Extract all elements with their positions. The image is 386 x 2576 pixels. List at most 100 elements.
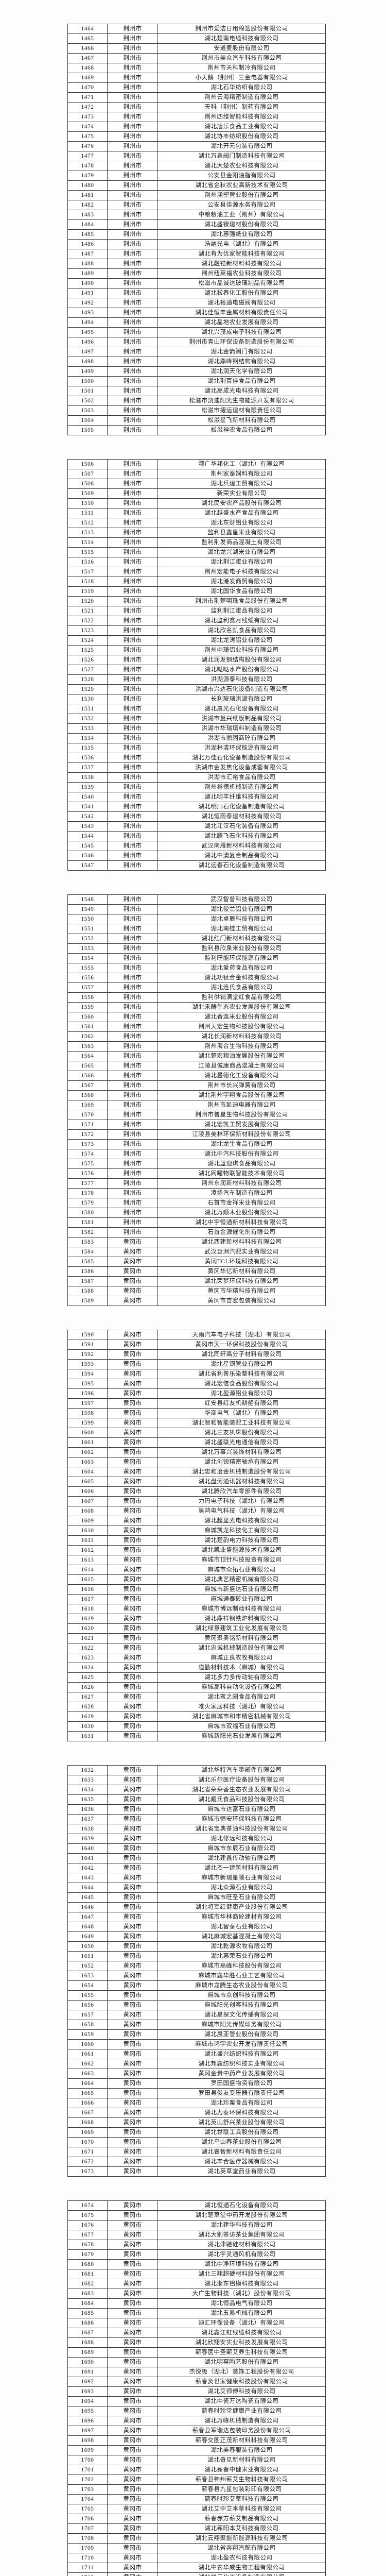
table-row: 1516 荆州市 湖北荆江蛋业有限公司 — [67, 557, 326, 567]
company-name-cell: 荆州市天科制冷有限公司 — [157, 63, 326, 73]
company-name-cell: 湖北远春石化设备制造有限公司 — [157, 860, 326, 871]
company-name-cell: 湖北省金秋农业高新技术有限公司 — [157, 180, 326, 191]
table-row: 1470 荆州市 湖北石华纺织有限公司 — [67, 82, 326, 93]
company-name-cell: 黄冈市华精科技有限公司 — [157, 1286, 326, 1296]
row-number-cell: 1674 — [67, 2200, 108, 2211]
city-cell: 荆州市 — [107, 488, 158, 499]
table-row: 1672 黄冈市 湖北丰合医疗器械有限公司 — [67, 2157, 326, 2167]
city-cell: 荆州市 — [107, 831, 158, 841]
company-name-cell: 湖北楚南电缆科技有限公司 — [157, 33, 326, 44]
city-cell: 荆州市 — [107, 347, 158, 357]
table-row: 1655 黄冈市 麻城市众创科技有限公司 — [67, 1990, 326, 2001]
row-number-cell: 1469 — [67, 73, 108, 83]
table-row: 1526 荆州市 湖北润发钢结构股份有限公司 — [67, 655, 326, 665]
table-row: 1555 荆州市 湖北爱荷食品有限公司 — [67, 963, 326, 973]
company-name-cell: 湖北祥云化工设备制造有限公司 — [157, 2572, 326, 2576]
city-cell: 黄冈市 — [107, 1457, 158, 1467]
table-row: 1669 黄冈市 湖北世联工具股份有限公司 — [67, 2127, 326, 2138]
row-number-cell: 1669 — [67, 2127, 108, 2138]
city-cell: 荆州市 — [107, 645, 158, 655]
city-cell: 黄冈市 — [107, 2078, 158, 2089]
company-name-cell: 湖北万事兴装饰材料有限公司 — [157, 1447, 326, 1458]
table-row: 1575 荆州市 湖北蓝迎琪食品有限公司 — [67, 1159, 326, 1169]
company-name-cell: 麻城凯龙科技化工有限公司 — [157, 1526, 326, 1536]
company-name-cell: 湖北五易机械有限公司 — [157, 2308, 326, 2318]
table-row: 1692 黄冈市 蕲春灸世家健康科技股份有限公司 — [67, 2377, 326, 2387]
table-row: 1695 黄冈市 蕲春时珍堂健康产业有限公司 — [67, 2406, 326, 2416]
company-name-cell: 安道麦股份有限公司 — [157, 43, 326, 54]
row-number-cell: 1504 — [67, 415, 108, 426]
table-row: 1602 黄冈市 湖北万事兴装饰材料有限公司 — [67, 1447, 326, 1458]
table-row: 1481 荆州市 荆州涵塑管业股份有限公司 — [67, 190, 326, 200]
city-cell: 黄冈市 — [107, 1330, 158, 1340]
city-cell: 黄冈市 — [107, 1702, 158, 1712]
row-number-cell: 1517 — [67, 567, 108, 577]
row-number-cell: 1654 — [67, 1980, 108, 1991]
table-row: 1620 黄冈市 湖北绿意建筑工业化发展有限公司 — [67, 1623, 326, 1634]
table-row: 1468 荆州市 荆州市天科制冷有限公司 — [67, 63, 326, 73]
row-number-cell: 1659 — [67, 2029, 108, 2040]
company-table-block: 1506 荆州市 鄂广华邦化工（湖北）有限公司 1507 荆州市 荆州家泰饲料有限公司 15… — [67, 459, 326, 871]
company-name-cell: 湖北鑫江虹线缆科技有限公司 — [157, 2328, 326, 2338]
table-row: 1567 荆州市 荆州市长兴弹簧有限公司 — [67, 1080, 326, 1091]
row-number-cell: 1599 — [67, 1418, 108, 1428]
company-name-cell: 新荣实业有限公司 — [157, 488, 326, 499]
row-number-cell: 1658 — [67, 2020, 108, 2030]
table-row: 1704 黄冈市 蕲春时珍艾草科技有限公司 — [67, 2494, 326, 2504]
city-cell: 黄冈市 — [107, 2426, 158, 2436]
city-cell: 荆州市 — [107, 953, 158, 963]
table-row: 1510 荆州市 湖北民安农产品股份有限公司 — [67, 498, 326, 509]
table-row: 1683 黄冈市 大广生物科技（湖北）股份有限公司 — [67, 2289, 326, 2299]
table-row: 1614 黄冈市 麻城市众拓石业有限公司 — [67, 1565, 326, 1575]
row-number-cell: 1479 — [67, 171, 108, 181]
table-row: 1621 黄冈市 黄冈聚奥铭新材料有限公司 — [67, 1633, 326, 1643]
city-cell: 荆州市 — [107, 943, 158, 954]
company-name-cell: 湖北戴氏食品科技股份有限公司 — [157, 1794, 326, 1805]
city-cell: 荆州市 — [107, 278, 158, 289]
row-number-cell: 1677 — [67, 2230, 108, 2240]
table-row: 1542 荆州市 湖北恒雨泰建材科技有限公司 — [67, 811, 326, 822]
city-cell: 荆州市 — [107, 577, 158, 587]
city-cell: 黄冈市 — [107, 1418, 158, 1428]
company-name-cell: 江陵县诚康商品混凝土有限公司 — [157, 1061, 326, 1071]
table-row: 1578 荆州市 凌扬汽车制造有限公司 — [67, 1188, 326, 1198]
company-name-cell: 荆州宏能电子科技有限公司 — [157, 567, 326, 577]
company-name-cell: 湖北乾源农牧有限公司 — [157, 1941, 326, 1952]
city-cell: 黄冈市 — [107, 1604, 158, 1614]
city-cell: 荆州市 — [107, 337, 158, 347]
table-row: 1592 黄冈市 湖北同轩高分子材料有限公司 — [67, 1349, 326, 1360]
row-number-cell: 1606 — [67, 1486, 108, 1497]
city-cell: 黄冈市 — [107, 2357, 158, 2367]
company-name-cell: 湖北丰合医疗器械有限公司 — [157, 2157, 326, 2167]
row-number-cell: 1702 — [67, 2475, 108, 2485]
company-name-cell: 麻城市鑫华胜石业工艺有限公司 — [157, 1971, 326, 1981]
company-name-cell: 湖北荆州宇翔食品股份有限公司 — [157, 1090, 326, 1100]
table-row: 1469 荆州市 小天鹅（荆州）三金电器有限公司 — [67, 73, 326, 83]
table-row: 1479 荆州市 公安县金阳油脂有限公司 — [67, 171, 326, 181]
city-cell: 荆州市 — [107, 1188, 158, 1198]
city-cell: 黄冈市 — [107, 1672, 158, 1683]
table-row: 1597 黄冈市 红安县红友机耕船有限公司 — [67, 1398, 326, 1409]
table-row: 1636 黄冈市 麻城市达富石业有限公司 — [67, 1804, 326, 1815]
company-name-cell: 麻城市旺圣石业有限公司 — [157, 1892, 326, 1903]
company-name-cell: 湖北奇见新材料有限公司 — [157, 2455, 326, 2465]
city-cell: 黄冈市 — [107, 1516, 158, 1526]
company-name-cell: 吴鸿电气科技（湖北）有限公司 — [157, 1506, 326, 1516]
table-row: 1572 荆州市 江陵县美林环保新材料股份有限公司 — [67, 1129, 326, 1140]
city-cell: 黄冈市 — [107, 2059, 158, 2069]
table-row: 1486 荆州市 浩纳光电（湖北）有限公司 — [67, 239, 326, 249]
table-row: 1625 黄冈市 湖北多力多传动轴有限公司 — [67, 1672, 326, 1683]
row-number-cell: 1585 — [67, 1257, 108, 1267]
company-name-cell: 蕲春交图正茂新材料科技有限公司 — [157, 2435, 326, 2446]
city-cell: 荆州市 — [107, 268, 158, 279]
company-name-cell: 麻城市阳光传媒印务有限公司 — [157, 2020, 326, 2030]
row-number-cell: 1625 — [67, 1672, 108, 1683]
row-number-cell: 1632 — [67, 1765, 108, 1775]
table-row: 1517 荆州市 荆州宏能电子科技有限公司 — [67, 567, 326, 577]
city-cell: 荆州市 — [107, 1198, 158, 1208]
company-name-cell: 中粮粮油工业（荆州）有限公司 — [157, 210, 326, 220]
row-number-cell: 1484 — [67, 219, 108, 230]
row-number-cell: 1649 — [67, 1931, 108, 1942]
company-name-cell: 江陵县美林环保新材料股份有限公司 — [157, 1129, 326, 1140]
city-cell: 荆州市 — [107, 518, 158, 528]
